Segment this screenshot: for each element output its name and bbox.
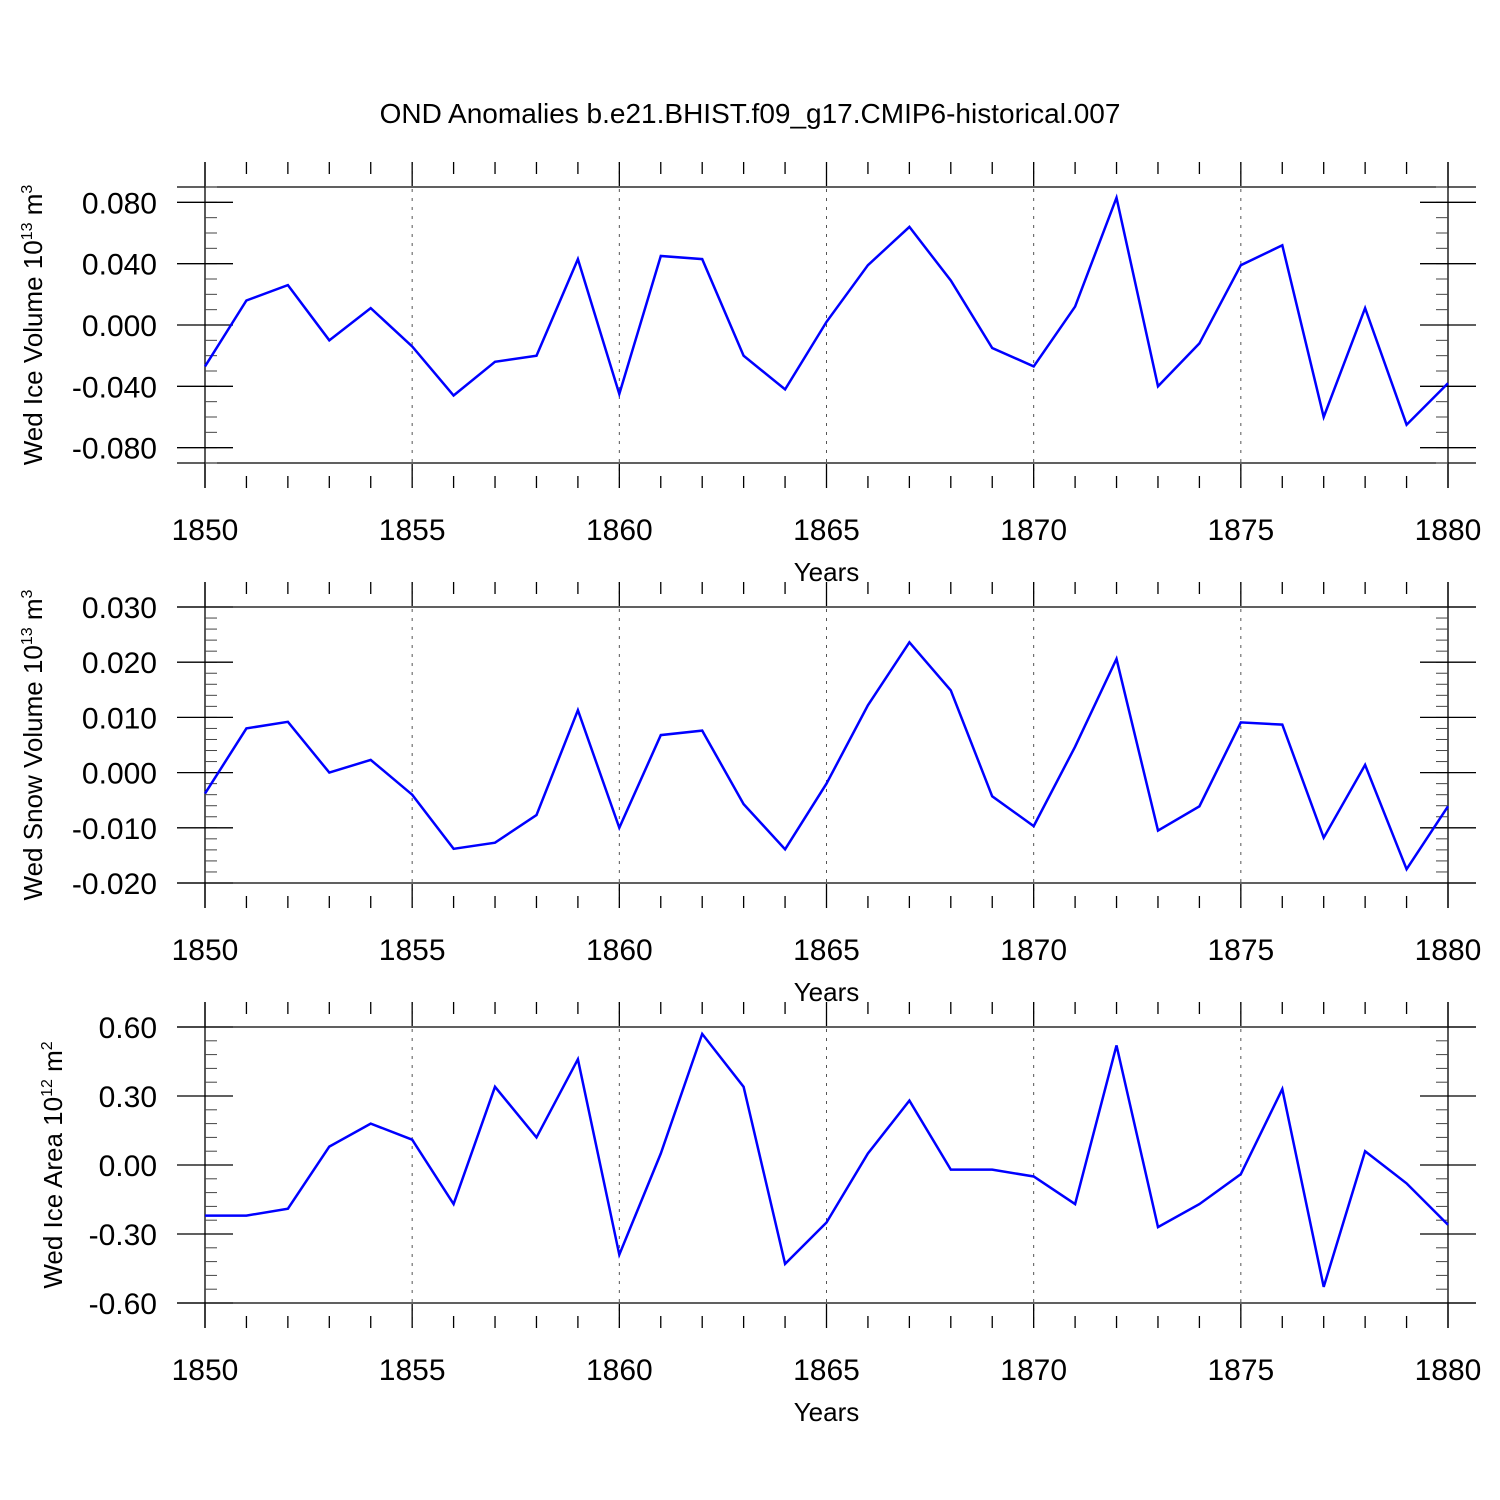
- x-tick-label: 1865: [793, 1354, 860, 1387]
- x-tick-label: 1850: [172, 1354, 239, 1387]
- chart-title: OND Anomalies b.e21.BHIST.f09_g17.CMIP6-…: [380, 98, 1121, 129]
- x-axis-label: Years: [794, 1397, 860, 1427]
- x-tick-label: 1870: [1000, 934, 1067, 967]
- y-tick-label: 0.00: [99, 1150, 157, 1183]
- x-tick-label: 1860: [586, 514, 653, 547]
- x-tick-label: 1855: [379, 934, 446, 967]
- series-line: [205, 1031, 1449, 1288]
- y-tick-label: -0.010: [72, 813, 157, 846]
- x-tick-label: 1865: [793, 514, 860, 547]
- y-axis-label: Wed Ice Volume 1013 m3: [18, 185, 48, 466]
- x-tick-label: 1865: [793, 934, 860, 967]
- y-axis-label: Wed Snow Volume 1013 m3: [18, 589, 48, 900]
- y-tick-label: 0.020: [82, 647, 157, 680]
- y-tick-label: -0.020: [72, 868, 157, 901]
- x-tick-label: 1880: [1415, 1354, 1482, 1387]
- y-tick-label: -0.60: [89, 1288, 157, 1321]
- x-tick-label: 1880: [1415, 514, 1482, 547]
- x-tick-label: 1875: [1207, 934, 1274, 967]
- x-tick-label: 1875: [1207, 514, 1274, 547]
- y-tick-label: -0.30: [89, 1219, 157, 1252]
- y-tick-label: 0.000: [82, 758, 157, 791]
- x-tick-label: 1855: [379, 514, 446, 547]
- series-line: [203, 193, 1449, 427]
- panels: 0.080 0.040 0.000 -0.040 -0.080 1850 1855 1860 1…: [18, 162, 1481, 1427]
- y-tick-label: 0.30: [99, 1081, 157, 1114]
- y-tick-label: -0.040: [72, 371, 157, 404]
- y-tick-label: 0.040: [82, 249, 157, 282]
- y-tick-label: 0.030: [82, 592, 157, 625]
- x-tick-label: 1860: [586, 934, 653, 967]
- panel-3: 0.60 0.30 0.00 -0.30 -0.60 1850 1855 1860 1865 18…: [38, 1002, 1481, 1427]
- y-axis-label: Wed Ice Area 1012 m2: [38, 1041, 68, 1288]
- y-tick-label: 0.60: [99, 1012, 157, 1045]
- x-tick-label: 1855: [379, 1354, 446, 1387]
- x-tick-label: 1850: [172, 934, 239, 967]
- y-tick-label: 0.010: [82, 702, 157, 735]
- y-tick-label: 0.000: [82, 310, 157, 343]
- x-tick-label: 1875: [1207, 1354, 1274, 1387]
- x-tick-label: 1860: [586, 1354, 653, 1387]
- x-tick-label: 1880: [1415, 934, 1482, 967]
- x-tick-label: 1870: [1000, 514, 1067, 547]
- x-tick-label: 1870: [1000, 1354, 1067, 1387]
- y-tick-label: -0.080: [72, 433, 157, 466]
- panel-1: 0.080 0.040 0.000 -0.040 -0.080 1850 1855 1860 1…: [18, 162, 1481, 587]
- y-tick-label: 0.080: [82, 187, 157, 220]
- series-line: [203, 640, 1450, 872]
- panel-2: 0.030 0.020 0.010 0.000 -0.010 -0.020 1850 1855…: [18, 582, 1481, 1007]
- x-tick-label: 1850: [172, 514, 239, 547]
